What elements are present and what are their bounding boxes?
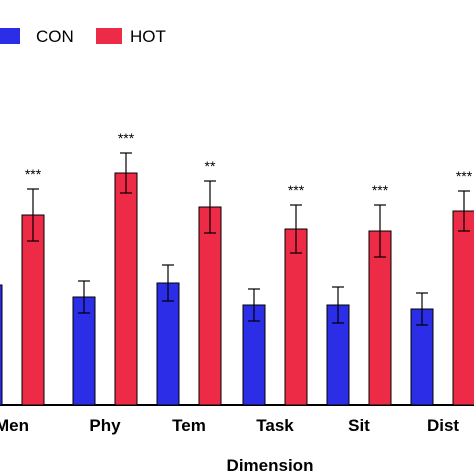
legend-swatch-con: [0, 28, 20, 44]
legend-swatch-hot: [96, 28, 122, 44]
bar-hot-task: [284, 228, 308, 406]
significance-tem: **: [205, 158, 216, 174]
x-tick-phy: Phy: [89, 416, 121, 435]
x-tick-sit: Sit: [348, 416, 370, 435]
bar-hot-dist: [452, 210, 474, 406]
significance-sit: ***: [372, 182, 389, 198]
legend-label-hot: HOT: [130, 27, 166, 46]
bar-con-men: [0, 284, 3, 406]
x-tick-labels: Men Phy Tem Task Sit Dist: [0, 416, 459, 435]
x-axis-label: Dimension: [227, 456, 314, 474]
bar-hot-tem: [198, 206, 222, 406]
x-tick-task: Task: [256, 416, 294, 435]
bar-hot-men: [21, 214, 45, 406]
bars-group: *********** ******: [0, 130, 474, 406]
x-tick-tem: Tem: [172, 416, 206, 435]
significance-task: ***: [288, 182, 305, 198]
legend: CON HOT: [0, 27, 166, 46]
x-tick-men: Men: [0, 416, 29, 435]
x-tick-dist: Dist: [427, 416, 459, 435]
significance-phy: ***: [118, 130, 135, 146]
bar-hot-phy: [114, 172, 138, 406]
significance-men: ***: [25, 166, 42, 182]
significance-dist: ***: [456, 168, 473, 184]
legend-label-con: CON: [36, 27, 74, 46]
